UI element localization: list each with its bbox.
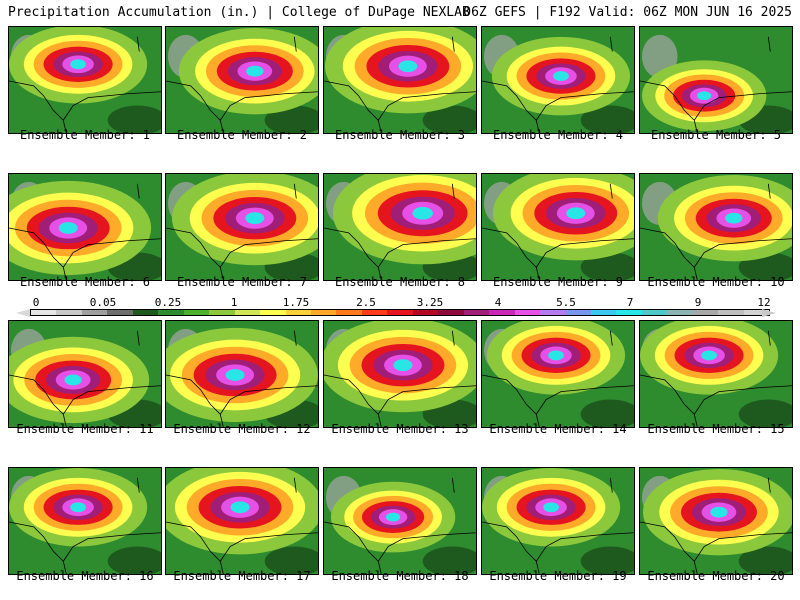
precip-colorbar: 0 0.05 0.25 1 1.75 2.5 3.25 4 5.5 7 9 12 [8, 296, 792, 318]
colorbar-tick-label: 1.75 [282, 296, 310, 309]
colorbar-tick-label: 12 [757, 296, 771, 309]
ensemble-map-panel [165, 173, 319, 281]
ensemble-map-panel [481, 320, 635, 428]
colorbar-swatch [718, 310, 744, 315]
ensemble-map-panel [8, 26, 162, 134]
colorbar-swatch [31, 310, 57, 315]
ensemble-member-label: Ensemble Member: 10 [647, 275, 785, 289]
colorbar-swatch [692, 310, 719, 315]
ensemble-member-label: Ensemble Member: 13 [331, 422, 469, 436]
page-title: Precipitation Accumulation (in.) | Colle… [8, 5, 470, 20]
colorbar-swatch [438, 310, 464, 315]
ensemble-map-panel [639, 173, 793, 281]
colorbar-swatch [489, 310, 515, 315]
colorbar-tick-label: 9 [694, 296, 702, 309]
ensemble-map-panel [165, 26, 319, 134]
colorbar-swatch [387, 310, 413, 315]
colorbar-swatch [590, 310, 617, 315]
colorbar-swatch [310, 310, 337, 315]
ensemble-member-label: Ensemble Member: 6 [19, 275, 151, 289]
colorbar-swatch [463, 310, 490, 315]
ensemble-member-label: Ensemble Member: 1 [19, 128, 151, 142]
colorbar-swatch [641, 310, 668, 315]
colorbar-swatch [260, 310, 286, 315]
colorbar-tick-label: 5.5 [556, 296, 576, 309]
ensemble-member-label: Ensemble Member: 18 [331, 569, 469, 583]
colorbar-tick-label: 2.5 [356, 296, 376, 309]
ensemble-member-label: Ensemble Member: 4 [492, 128, 624, 142]
ensemble-member-label: Ensemble Member: 7 [176, 275, 308, 289]
colorbar-swatch [565, 310, 591, 315]
colorbar-tick-label: 0.05 [89, 296, 117, 309]
ensemble-map-panel [8, 320, 162, 428]
ensemble-map-panel [165, 467, 319, 575]
colorbar-tick-label: 1 [230, 296, 238, 309]
colorbar-tick-label: 0 [32, 296, 40, 309]
ensemble-map-panel [323, 320, 477, 428]
ensemble-map-panel [8, 173, 162, 281]
colorbar-swatch [183, 310, 210, 315]
ensemble-member-label: Ensemble Member: 8 [334, 275, 466, 289]
colorbar-swatches [30, 309, 770, 316]
ensemble-map-panel [323, 26, 477, 134]
colorbar-swatch [158, 310, 184, 315]
colorbar-swatch [540, 310, 566, 315]
colorbar-right-arrow [762, 309, 776, 317]
colorbar-swatch [209, 310, 235, 315]
ensemble-member-label: Ensemble Member: 3 [334, 128, 466, 142]
colorbar-tick-label: 0.25 [154, 296, 182, 309]
ensemble-map-panel [481, 26, 635, 134]
colorbar-left-arrow [16, 309, 30, 317]
colorbar-swatch [667, 310, 693, 315]
ensemble-map-panel [323, 173, 477, 281]
ensemble-member-label: Ensemble Member: 2 [176, 128, 308, 142]
colorbar-swatch [412, 310, 439, 315]
ensemble-member-label: Ensemble Member: 5 [650, 128, 782, 142]
ensemble-member-label: Ensemble Member: 11 [16, 422, 154, 436]
ensemble-map-panel [323, 467, 477, 575]
colorbar-swatch [107, 310, 133, 315]
colorbar-swatch [514, 310, 541, 315]
colorbar-swatch [81, 310, 108, 315]
colorbar-tick-label: 7 [626, 296, 634, 309]
colorbar-swatch [234, 310, 261, 315]
colorbar-swatch [336, 310, 362, 315]
colorbar-swatch [56, 310, 82, 315]
colorbar-swatch [616, 310, 642, 315]
model-run-info: 06Z GEFS | F192 Valid: 06Z MON JUN 16 20… [463, 5, 792, 20]
colorbar-swatch [361, 310, 388, 315]
ensemble-member-label: Ensemble Member: 12 [173, 422, 311, 436]
colorbar-swatch [743, 310, 770, 315]
ensemble-member-label: Ensemble Member: 14 [489, 422, 627, 436]
colorbar-swatch [132, 310, 159, 315]
ensemble-member-label: Ensemble Member: 19 [489, 569, 627, 583]
ensemble-member-label: Ensemble Member: 16 [16, 569, 154, 583]
ensemble-member-label: Ensemble Member: 9 [492, 275, 624, 289]
ensemble-map-panel [639, 320, 793, 428]
colorbar-tick-label: 4 [494, 296, 502, 309]
colorbar-swatch [285, 310, 311, 315]
ensemble-map-panel [165, 320, 319, 428]
ensemble-member-label: Ensemble Member: 15 [647, 422, 785, 436]
ensemble-map-panel [8, 467, 162, 575]
ensemble-member-label: Ensemble Member: 20 [647, 569, 785, 583]
ensemble-map-panel [481, 467, 635, 575]
ensemble-map-panel [639, 467, 793, 575]
colorbar-tick-label: 3.25 [416, 296, 444, 309]
ensemble-map-panel [639, 26, 793, 134]
ensemble-map-panel [481, 173, 635, 281]
ensemble-member-label: Ensemble Member: 17 [173, 569, 311, 583]
